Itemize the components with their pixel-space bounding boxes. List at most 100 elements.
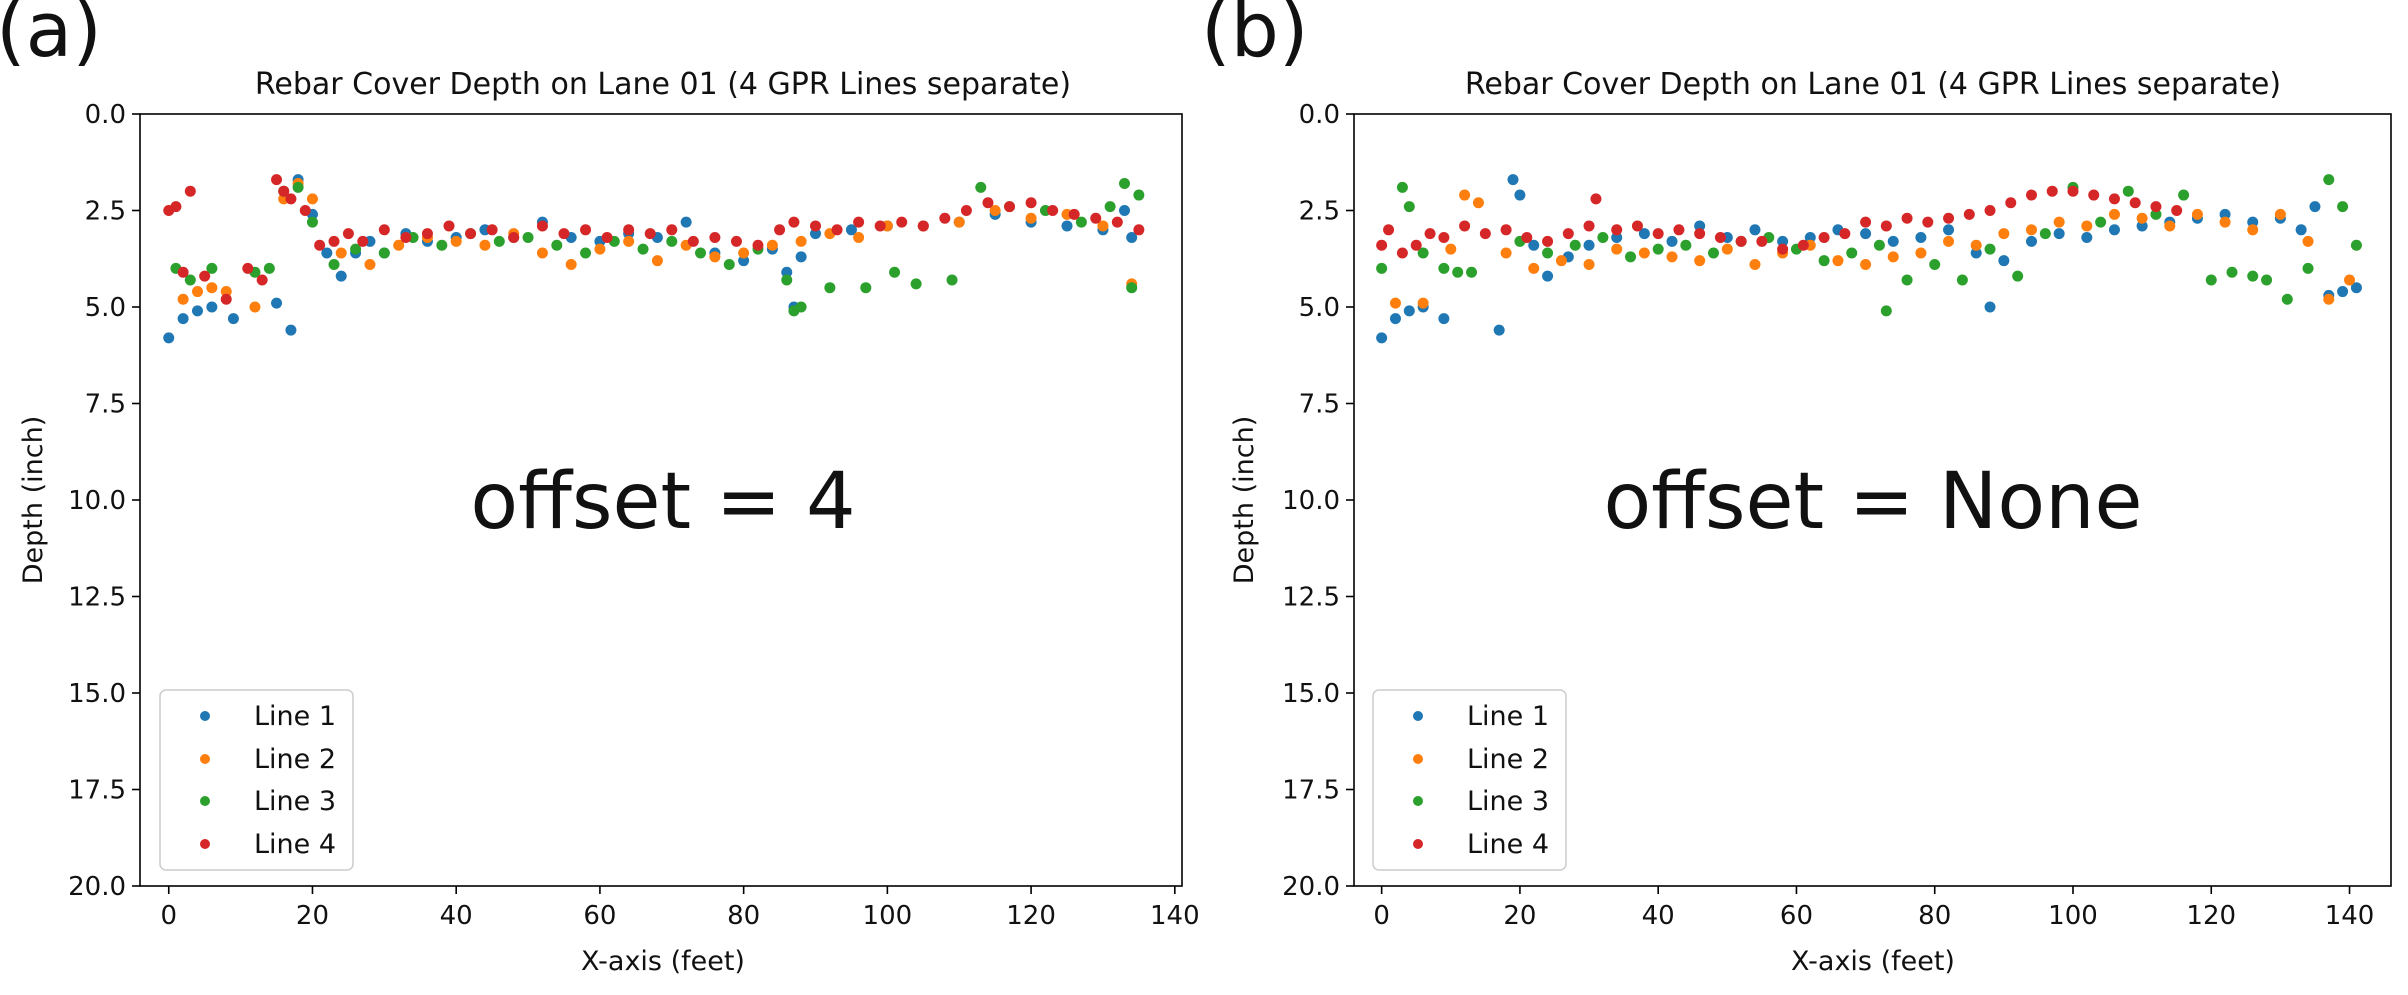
data-point-line2 — [1445, 243, 1457, 255]
data-point-line4 — [1590, 193, 1602, 205]
y-tick-label: 17.5 — [68, 776, 126, 806]
data-point-line1 — [2026, 235, 2038, 247]
data-point-line1 — [1514, 189, 1526, 201]
data-point-line2 — [1528, 262, 1540, 274]
panel-a-label: (a) — [0, 0, 102, 74]
panel-a-y-axis: 0.0 2.5 5.0 7.5 10.0 12.5 15.0 17.5 20.0 — [68, 100, 140, 902]
data-point-line4 — [2005, 197, 2017, 209]
data-point-line3 — [378, 247, 390, 259]
data-point-line1 — [1389, 313, 1401, 325]
data-point-line2 — [1970, 239, 1982, 251]
data-point-line4 — [1542, 235, 1554, 247]
data-point-line3 — [184, 274, 196, 286]
data-point-line3 — [1880, 305, 1892, 317]
data-point-line1 — [1403, 305, 1415, 317]
data-point-line4 — [1818, 232, 1830, 244]
data-point-line4 — [810, 220, 822, 232]
data-point-line3 — [889, 266, 901, 278]
data-point-line2 — [1666, 251, 1678, 263]
data-point-line3 — [860, 282, 872, 294]
data-point-line3 — [1133, 189, 1145, 201]
data-point-line1 — [1542, 270, 1554, 282]
data-point-line1 — [2108, 224, 2120, 236]
y-tick-label: 5.0 — [85, 293, 126, 323]
data-point-line4 — [1090, 212, 1102, 224]
x-tick-label: 140 — [1150, 901, 1200, 931]
data-point-line4 — [299, 205, 311, 216]
data-point-line4 — [1004, 201, 1016, 213]
panel-b-legend-label-line1: Line 1 — [1467, 701, 1549, 732]
x-tick-label: 60 — [583, 901, 616, 931]
data-point-line3 — [2281, 293, 2293, 305]
data-point-line3 — [2302, 262, 2314, 274]
data-point-line3 — [1652, 243, 1664, 255]
data-point-line4 — [1652, 228, 1664, 240]
data-point-line3 — [2350, 239, 2362, 251]
y-tick-label: 10.0 — [68, 486, 126, 516]
data-point-line1 — [227, 313, 239, 325]
data-point-line1 — [738, 255, 750, 267]
data-point-line3 — [637, 243, 649, 255]
data-point-line3 — [2012, 270, 2024, 282]
data-point-line4 — [558, 228, 570, 240]
data-point-line4 — [666, 224, 678, 236]
data-point-line2 — [766, 239, 778, 251]
data-point-line2 — [1417, 297, 1429, 309]
panel-b-legend: Line 1 Line 2 Line 3 Line 4 — [1372, 689, 1567, 871]
data-point-line1 — [2350, 282, 2362, 294]
data-point-line1 — [2309, 201, 2321, 213]
data-point-line4 — [752, 239, 764, 251]
data-point-line1 — [285, 324, 297, 336]
data-point-line1 — [2136, 220, 2148, 232]
data-point-line1 — [1528, 239, 1540, 251]
data-point-line2 — [623, 235, 635, 247]
x-tick-label: 40 — [440, 901, 473, 931]
data-point-line3 — [1984, 243, 1996, 255]
panel-a-legend-marker-line1 — [200, 711, 210, 721]
data-point-line3 — [580, 247, 592, 259]
data-point-line2 — [953, 216, 965, 228]
data-point-line1 — [845, 224, 857, 236]
panel-b-legend-marker-line2 — [1413, 754, 1423, 764]
panel-b-legend-label-line3: Line 3 — [1467, 786, 1549, 817]
data-point-line3 — [1376, 262, 1388, 274]
data-point-line2 — [2247, 224, 2259, 236]
data-point-line4 — [278, 185, 290, 197]
data-point-line1 — [2337, 286, 2349, 298]
data-point-line1 — [1749, 224, 1761, 236]
data-point-line2 — [2081, 220, 2093, 232]
data-point-line4 — [2171, 205, 2183, 216]
data-point-line3 — [1707, 247, 1719, 259]
data-point-line2 — [1860, 259, 1872, 271]
data-point-line4 — [177, 266, 189, 278]
data-point-line4 — [1673, 224, 1685, 236]
panel-b-legend-label-line2: Line 2 — [1467, 744, 1549, 775]
y-tick-label: 15.0 — [1282, 679, 1340, 709]
y-tick-label: 12.5 — [68, 583, 126, 613]
y-tick-label: 0.0 — [85, 100, 126, 130]
data-point-line4 — [2067, 185, 2079, 197]
data-point-line1 — [1984, 301, 1996, 313]
data-point-line4 — [2046, 185, 2058, 197]
data-point-line3 — [2095, 216, 2107, 228]
data-point-line3 — [666, 235, 678, 247]
data-point-line4 — [400, 232, 412, 244]
data-point-line4 — [170, 201, 182, 213]
data-point-line1 — [1970, 247, 1982, 259]
data-point-line4 — [242, 262, 254, 274]
data-point-line4 — [687, 235, 699, 247]
data-point-line1 — [321, 247, 333, 259]
data-point-line4 — [1694, 228, 1706, 240]
data-point-line2 — [989, 205, 1001, 216]
data-point-line3 — [292, 181, 304, 193]
data-point-line1 — [1507, 174, 1519, 186]
data-point-line4 — [939, 212, 951, 224]
data-point-line2 — [479, 239, 491, 251]
data-point-line4 — [1479, 228, 1491, 240]
data-point-line1 — [206, 301, 218, 313]
data-point-line4 — [256, 274, 268, 286]
data-point-line1 — [1119, 205, 1131, 216]
x-tick-label: 140 — [2325, 901, 2375, 931]
data-point-line4 — [623, 224, 635, 236]
data-point-line2 — [651, 255, 663, 267]
